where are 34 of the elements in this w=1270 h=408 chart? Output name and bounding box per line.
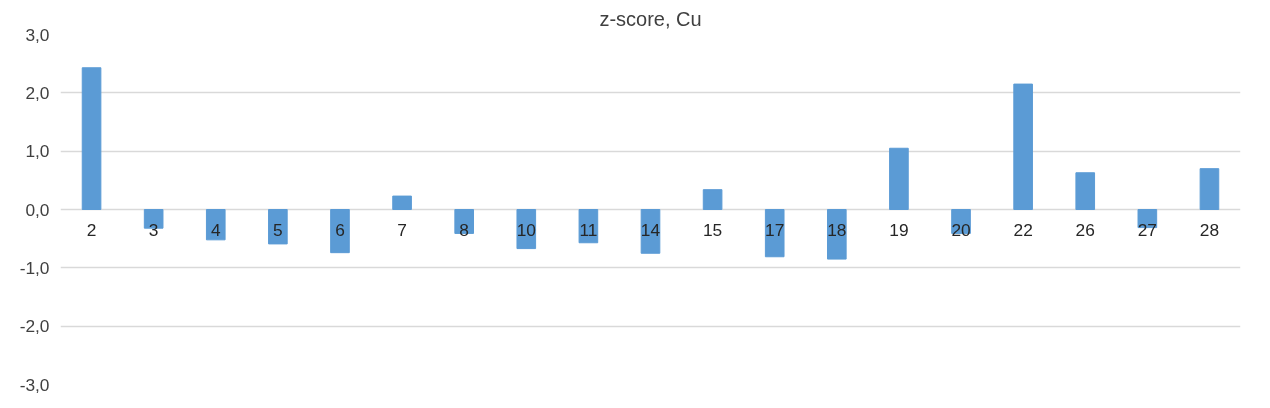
bar: [330, 209, 350, 254]
y-tick-label: 2,0: [25, 82, 50, 103]
x-tick-label: 22: [1013, 219, 1033, 240]
y-tick-label: 0,0: [25, 199, 50, 220]
y-tick-label: -1,0: [19, 257, 50, 278]
bar: [1013, 83, 1033, 210]
x-tick-label: 4: [210, 219, 221, 240]
bar: [1075, 172, 1096, 210]
x-tick-label: 7: [397, 219, 407, 240]
y-tick-label: 1,0: [25, 141, 50, 162]
bar: [702, 189, 723, 210]
bar: [81, 67, 102, 210]
x-tick-label: 6: [335, 219, 345, 240]
bar: [392, 195, 412, 210]
x-tick-label: 19: [889, 219, 909, 240]
x-tick-label: 28: [1199, 219, 1220, 240]
chart-title: z-score, Cu: [599, 7, 702, 30]
x-tick-label: 11: [579, 219, 598, 240]
y-tick-label: 3,0: [25, 24, 50, 45]
bar: [205, 209, 226, 241]
x-tick-label: 2: [86, 219, 97, 240]
x-tick-label: 14: [640, 219, 661, 240]
x-tick-label: 5: [273, 219, 283, 240]
bar: [764, 209, 785, 258]
x-tick-label: 17: [765, 219, 785, 240]
y-tick-label: -2,0: [19, 316, 50, 337]
x-tick-label: 15: [702, 219, 723, 240]
x-tick-label: 18: [827, 219, 847, 240]
y-tick-label: -3,0: [19, 374, 50, 395]
bar: [268, 209, 288, 245]
x-tick-label: 26: [1075, 219, 1095, 240]
bar: [889, 147, 909, 210]
x-tick-label: 10: [516, 219, 536, 240]
bar: [1199, 168, 1220, 210]
